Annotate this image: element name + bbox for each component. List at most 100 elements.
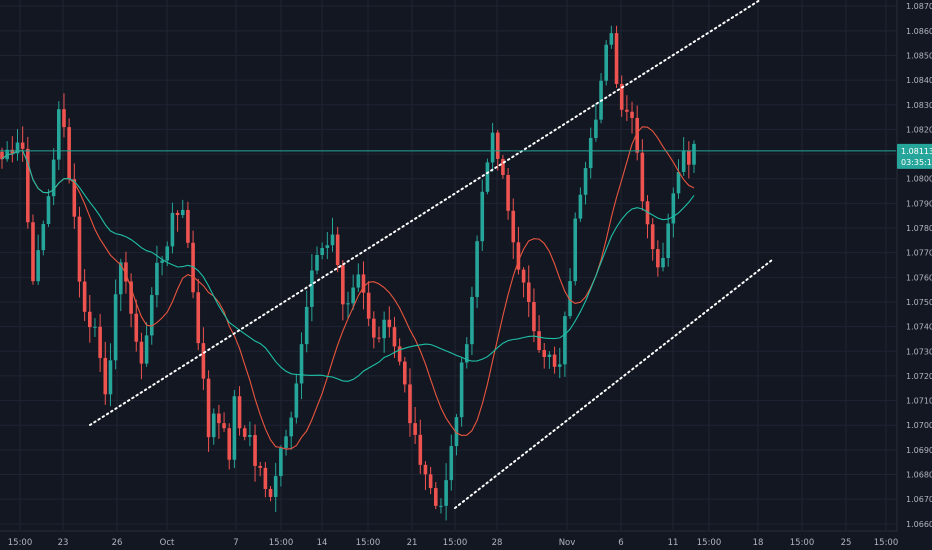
candle-body [526, 282, 531, 303]
candle-body [36, 250, 40, 282]
candle-body [222, 423, 226, 429]
candle-body [175, 212, 180, 216]
time-tick-label: 18 [753, 538, 764, 548]
candle-body [444, 480, 448, 506]
candle-body [671, 193, 676, 224]
candle-body [588, 137, 593, 169]
candle-body [495, 132, 500, 159]
candle-body [325, 245, 330, 248]
candle-body [124, 262, 128, 282]
price-tick-label: 1.07400 [906, 323, 932, 332]
candle-body [485, 162, 490, 192]
time-tick-label: 15:00 [697, 538, 722, 548]
time-tick-label: 25 [841, 538, 852, 548]
candle-body [403, 361, 407, 385]
candle-body [506, 174, 510, 211]
candle-body [98, 326, 102, 358]
candle-body [186, 209, 190, 243]
candle-body [423, 464, 428, 475]
candle-body [361, 274, 366, 293]
price-tick-label: 1.08200 [906, 125, 932, 134]
candle-body [630, 111, 634, 118]
candle-body [521, 269, 526, 283]
candle-body [692, 143, 696, 165]
price-tick-label: 1.08300 [906, 101, 932, 110]
price-tick-label: 1.07500 [906, 298, 932, 307]
time-tick-label: 15:00 [443, 538, 468, 548]
price-tick-label: 1.07200 [906, 372, 932, 381]
candle-body [170, 212, 175, 247]
candle-body [408, 384, 412, 424]
candle-body [87, 311, 92, 328]
time-tick-label: 15:00 [356, 538, 381, 548]
candle-body [449, 446, 454, 481]
candle-body [72, 179, 77, 217]
candle-body [459, 362, 464, 418]
candle-body [583, 168, 588, 195]
candle-body [573, 218, 578, 282]
candle-body [341, 265, 345, 305]
candle-body [10, 149, 15, 154]
candle-body [666, 223, 670, 259]
candle-body [511, 210, 516, 243]
candle-body [310, 270, 314, 307]
candle-body [41, 224, 46, 251]
candle-body [62, 109, 66, 128]
candle-body [113, 294, 118, 361]
candle-body [46, 196, 51, 225]
candle-body [206, 378, 211, 438]
candle-body [557, 364, 562, 367]
candle-body [625, 109, 629, 112]
candle-body [284, 436, 288, 449]
candle-body [139, 341, 144, 364]
candle-body [387, 319, 392, 328]
price-tick-label: 1.07300 [906, 347, 932, 356]
candle-body [26, 148, 30, 223]
upper-channel-line[interactable] [89, 0, 761, 426]
ma-slow-line [1, 150, 695, 382]
candle-body [346, 303, 350, 305]
candle-body [382, 319, 386, 339]
lower-channel-line[interactable] [454, 259, 773, 509]
time-tick-label: Oct [160, 538, 175, 548]
candle-body [681, 150, 686, 172]
candle-body [609, 33, 614, 45]
candle-body [563, 316, 567, 365]
time-tick-label: 26 [112, 538, 123, 548]
candle-body [211, 413, 216, 438]
time-tick-label: 15:00 [269, 538, 294, 548]
candle-body [532, 302, 536, 332]
candle-body [413, 423, 417, 435]
candle-body [201, 343, 206, 379]
time-tick-label: 23 [58, 538, 69, 548]
candle-body [614, 33, 619, 84]
candle-body [516, 242, 521, 270]
candle-body [217, 413, 221, 424]
candle-body [604, 44, 609, 81]
candle-body [640, 152, 645, 202]
candle-body [537, 331, 541, 351]
candle-body [51, 159, 56, 197]
price-tick-label: 1.06600 [906, 520, 932, 529]
candle-body [31, 222, 35, 282]
candle-body [20, 142, 25, 149]
candle-body [650, 224, 655, 250]
candle-body [191, 242, 195, 293]
price-tick-label: 1.08700 [906, 2, 932, 11]
candle-body [263, 467, 268, 489]
time-tick-label: Nov [559, 538, 576, 548]
candle-body [464, 344, 469, 363]
candle-body [470, 296, 474, 345]
candle-body [304, 306, 309, 345]
candles [0, 25, 696, 521]
candle-body [0, 151, 4, 160]
candle-body [480, 191, 485, 242]
candle-body [103, 357, 108, 395]
price-tick-label: 1.07600 [906, 273, 932, 282]
price-tick-label: 1.06800 [906, 471, 932, 480]
candle-body [129, 281, 133, 314]
candle-body [165, 246, 170, 261]
